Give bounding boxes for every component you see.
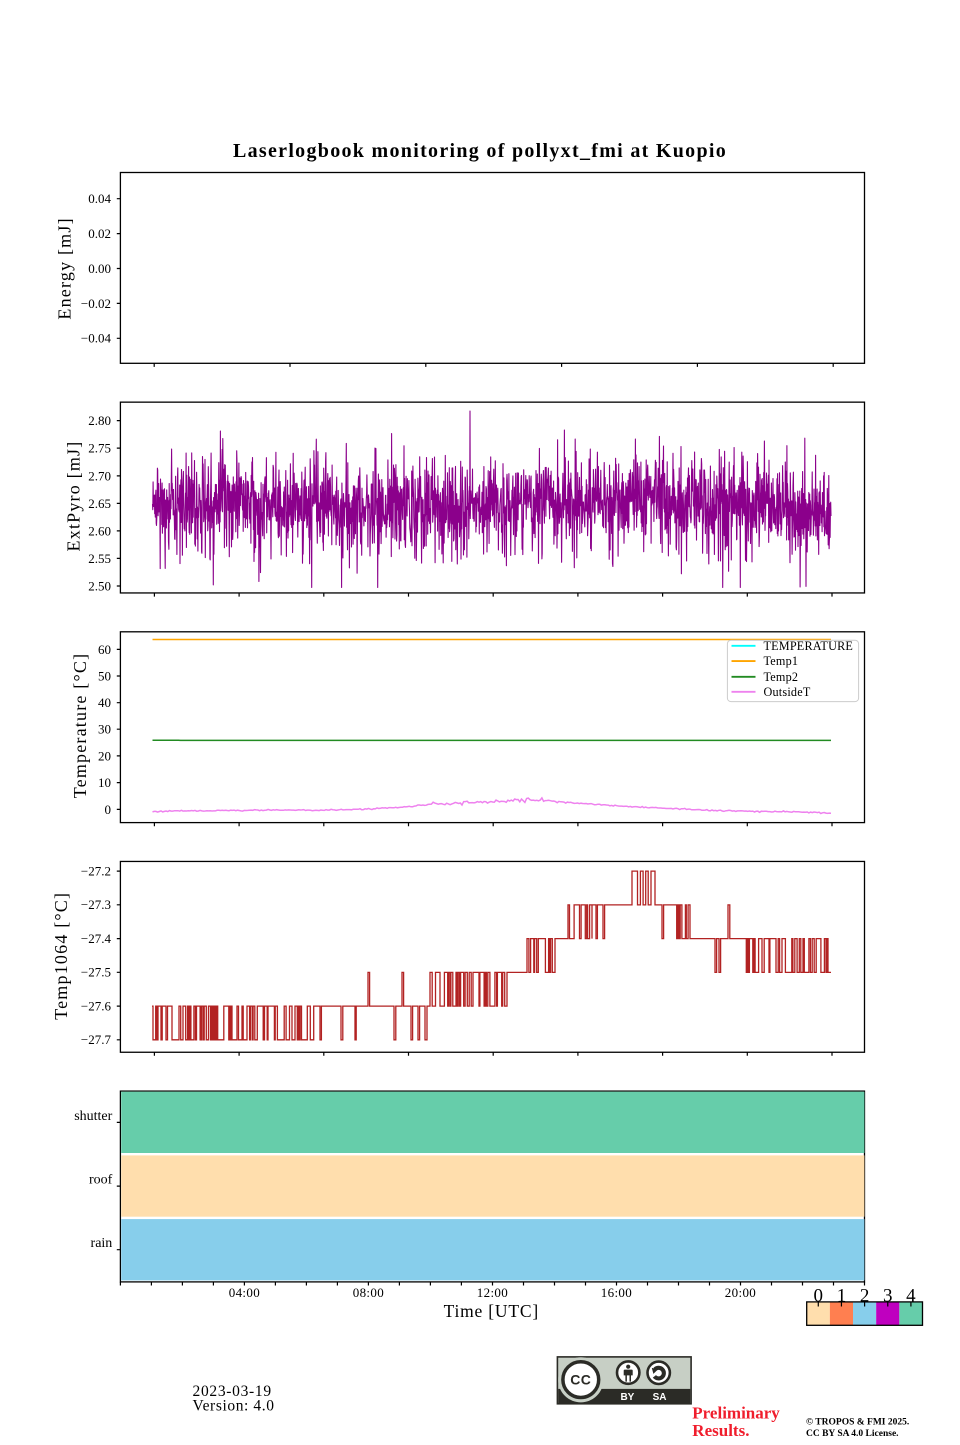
svg-text:Laserlogbook monitoring of pol: Laserlogbook monitoring of pollyxt_fmi a… [233, 140, 727, 162]
svg-text:roof: roof [89, 1173, 113, 1188]
svg-text:Temp1064 [°C]: Temp1064 [°C] [51, 892, 71, 1020]
svg-text:04:00: 04:00 [229, 1285, 260, 1300]
svg-text:Temperature [°C]: Temperature [°C] [70, 653, 90, 799]
svg-text:Version: 4.0: Version: 4.0 [193, 1398, 275, 1415]
svg-text:2.60: 2.60 [88, 523, 111, 538]
svg-text:0: 0 [814, 1286, 824, 1307]
svg-text:1: 1 [837, 1286, 847, 1307]
svg-text:0: 0 [105, 802, 112, 817]
svg-text:10: 10 [98, 775, 111, 790]
svg-text:50: 50 [98, 668, 111, 683]
svg-text:BY: BY [620, 1392, 634, 1403]
svg-text:−0.04: −0.04 [81, 331, 112, 346]
svg-text:CC: CC [570, 1371, 591, 1387]
svg-text:−27.2: −27.2 [81, 864, 111, 879]
svg-text:© TROPOS & FMI 2025.: © TROPOS & FMI 2025. [806, 1417, 909, 1428]
svg-text:Temp1: Temp1 [764, 654, 799, 668]
svg-text:40: 40 [98, 695, 111, 710]
svg-text:Preliminary: Preliminary [692, 1403, 780, 1422]
svg-text:16:00: 16:00 [601, 1285, 632, 1300]
svg-text:TEMPERATURE: TEMPERATURE [764, 639, 854, 653]
svg-text:Time [UTC]: Time [UTC] [444, 1301, 539, 1321]
svg-text:08:00: 08:00 [353, 1285, 384, 1300]
svg-text:OutsideT: OutsideT [764, 685, 811, 699]
svg-text:SA: SA [653, 1392, 667, 1403]
svg-text:Energy [mJ]: Energy [mJ] [55, 217, 75, 319]
svg-text:0.02: 0.02 [88, 226, 111, 241]
svg-text:rain: rain [91, 1236, 113, 1251]
svg-text:20:00: 20:00 [725, 1285, 756, 1300]
svg-text:−0.02: −0.02 [81, 296, 111, 311]
svg-text:2: 2 [860, 1286, 870, 1307]
svg-text:2.55: 2.55 [88, 551, 111, 566]
svg-text:−27.7: −27.7 [81, 1032, 112, 1047]
svg-text:shutter: shutter [74, 1109, 112, 1124]
svg-text:2.80: 2.80 [88, 413, 111, 428]
svg-text:CC BY SA 4.0 License.: CC BY SA 4.0 License. [806, 1429, 899, 1439]
svg-text:60: 60 [98, 642, 111, 657]
svg-text:30: 30 [98, 722, 111, 737]
svg-text:2.65: 2.65 [88, 496, 111, 511]
svg-text:Temp2: Temp2 [764, 670, 799, 684]
svg-text:2.50: 2.50 [88, 578, 111, 593]
svg-text:0.04: 0.04 [88, 191, 111, 206]
svg-text:−27.4: −27.4 [81, 931, 112, 946]
svg-text:3: 3 [883, 1286, 893, 1307]
svg-text:−27.3: −27.3 [81, 897, 111, 912]
svg-text:2.70: 2.70 [88, 468, 111, 483]
svg-text:ExtPyro [mJ]: ExtPyro [mJ] [64, 441, 84, 552]
svg-text:4: 4 [906, 1286, 916, 1307]
svg-text:0.00: 0.00 [88, 261, 111, 276]
svg-text:20: 20 [98, 748, 111, 763]
svg-text:2023-03-19: 2023-03-19 [193, 1383, 272, 1400]
svg-text:−27.6: −27.6 [81, 999, 112, 1014]
svg-text:12:00: 12:00 [477, 1285, 508, 1300]
svg-text:Results.: Results. [692, 1421, 749, 1440]
svg-text:−27.5: −27.5 [81, 965, 111, 980]
svg-text:2.75: 2.75 [88, 441, 111, 456]
